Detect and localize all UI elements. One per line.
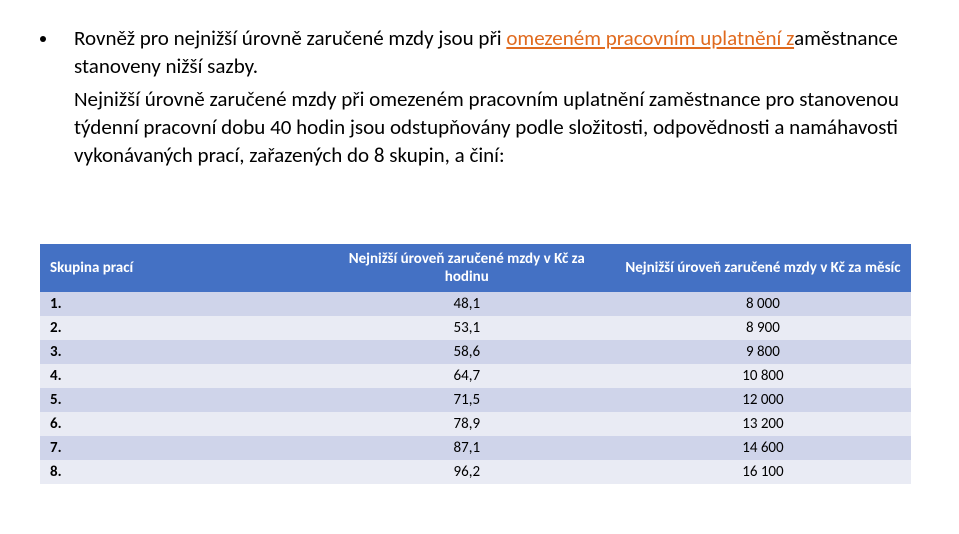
cell-month: 12 000 — [615, 388, 911, 412]
wage-table: Skupina prací Nejnižší úroveň zaručené m… — [40, 244, 911, 484]
paragraph-2-row: Nejnižší úrovně zaručené mzdy při omezen… — [40, 85, 911, 170]
cell-month: 8 900 — [615, 316, 911, 340]
cell-group: 4. — [40, 364, 319, 388]
cell-hour: 48,1 — [319, 292, 615, 316]
table-row: 5. 71,5 12 000 — [40, 388, 911, 412]
cell-hour: 87,1 — [319, 436, 615, 460]
table-row: 1. 48,1 8 000 — [40, 292, 911, 316]
paragraph-2: Nejnižší úrovně zaručené mzdy při omezen… — [74, 85, 911, 170]
cell-group: 3. — [40, 340, 319, 364]
cell-hour: 71,5 — [319, 388, 615, 412]
paragraph-1: Rovněž pro nejnižší úrovně zaručené mzdy… — [74, 24, 911, 81]
table-row: 2. 53,1 8 900 — [40, 316, 911, 340]
th-month: Nejnižší úroveň zaručené mzdy v Kč za mě… — [615, 244, 911, 292]
cell-group: 5. — [40, 388, 319, 412]
p1-seg2-highlight: omezeném pracovním uplatnění z — [506, 25, 794, 51]
bullet-1 — [40, 36, 46, 42]
paragraph-1-row: Rovněž pro nejnižší úrovně zaručené mzdy… — [40, 24, 911, 81]
cell-month: 10 800 — [615, 364, 911, 388]
cell-month: 9 800 — [615, 340, 911, 364]
table-row: 4. 64,7 10 800 — [40, 364, 911, 388]
cell-group: 7. — [40, 436, 319, 460]
cell-month: 13 200 — [615, 412, 911, 436]
cell-hour: 58,6 — [319, 340, 615, 364]
cell-hour: 96,2 — [319, 460, 615, 484]
table-header-row: Skupina prací Nejnižší úroveň zaručené m… — [40, 244, 911, 292]
p1-seg1: Rovněž pro nejnižší úrovně zaručené mzdy… — [74, 25, 506, 51]
cell-group: 1. — [40, 292, 319, 316]
cell-hour: 64,7 — [319, 364, 615, 388]
table-row: 3. 58,6 9 800 — [40, 340, 911, 364]
th-hour: Nejnižší úroveň zaručené mzdy v Kč za ho… — [319, 244, 615, 292]
cell-group: 6. — [40, 412, 319, 436]
gap — [40, 174, 911, 244]
table-row: 8. 96,2 16 100 — [40, 460, 911, 484]
th-group: Skupina prací — [40, 244, 319, 292]
cell-month: 14 600 — [615, 436, 911, 460]
cell-group: 2. — [40, 316, 319, 340]
table-row: 6. 78,9 13 200 — [40, 412, 911, 436]
cell-hour: 78,9 — [319, 412, 615, 436]
cell-hour: 53,1 — [319, 316, 615, 340]
cell-month: 8 000 — [615, 292, 911, 316]
table-row: 7. 87,1 14 600 — [40, 436, 911, 460]
cell-group: 8. — [40, 460, 319, 484]
cell-month: 16 100 — [615, 460, 911, 484]
